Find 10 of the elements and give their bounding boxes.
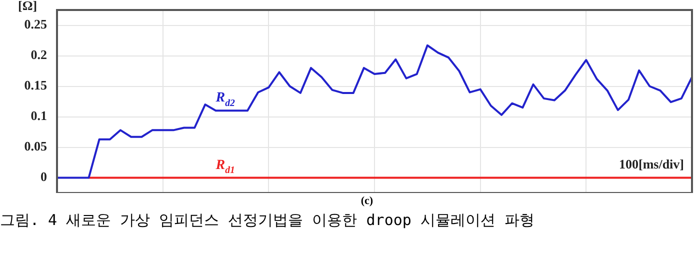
text: (c) [360,195,374,207]
annotation: 100[ms/div] [619,156,684,172]
y-tick-label: 0.25 [24,16,48,32]
text: 그림. 4 새로운 가상 임피던스 선정기법을 이용한 droop 시뮬레이션 파형 [0,210,536,231]
y-tick-label: 0.15 [24,78,48,93]
y-axis-title: [Ω] [18,0,38,13]
y-tick-label: 0.1 [30,108,47,124]
y-tick-label: 0.05 [24,138,48,154]
y-tick-label: 0.2 [30,47,47,62]
y-tick-label: 0 [40,169,47,184]
